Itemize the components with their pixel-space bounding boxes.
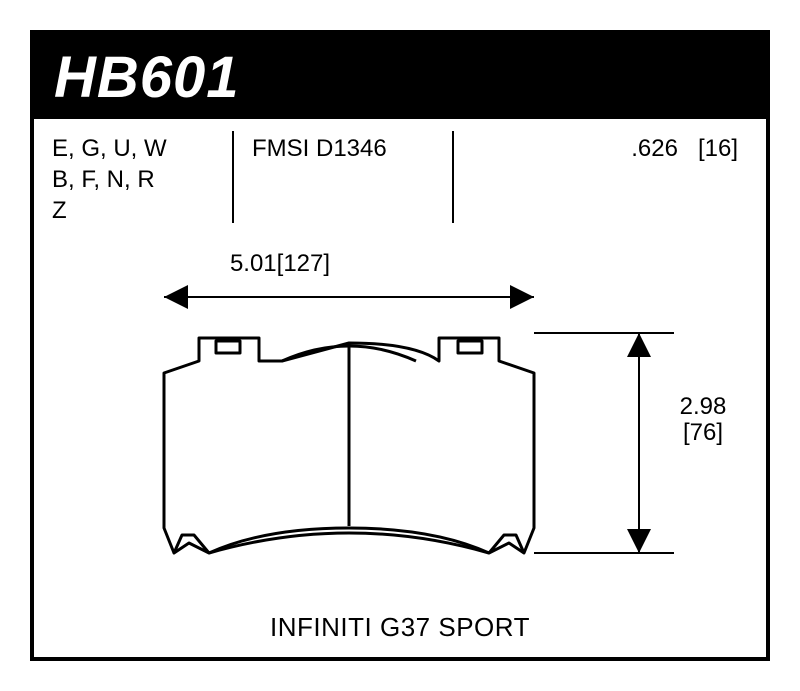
spec-fmsi-cell: FMSI D1346 [234, 119, 454, 219]
codes-line-2: B, F, N, R [52, 164, 216, 195]
header-bar: HB601 [30, 30, 770, 119]
spec-codes-cell: E, G, U, W B, F, N, R Z [34, 119, 234, 219]
brake-pad-outline [164, 338, 534, 553]
pad-right-hole [458, 341, 482, 353]
body-frame: E, G, U, W B, F, N, R Z FMSI D1346 .626 … [30, 119, 770, 661]
pad-left-hole [216, 341, 240, 353]
spec-row: E, G, U, W B, F, N, R Z FMSI D1346 .626 … [34, 119, 766, 219]
thickness-mm: [16] [698, 135, 738, 162]
part-number-title: HB601 [54, 44, 746, 111]
diagram-area: 5.01[127] 2.98 [76] [34, 219, 766, 657]
brake-pad-drawing [34, 219, 766, 657]
brake-pad-svg [34, 219, 766, 657]
spec-thickness-cell: .626 [16] [454, 119, 766, 219]
fmsi-value: FMSI D1346 [252, 133, 436, 164]
codes-line-1: E, G, U, W [52, 133, 216, 164]
page-container: HB601 E, G, U, W B, F, N, R Z FMSI D1346… [0, 0, 800, 691]
pad-bottom-arc [209, 533, 489, 553]
thickness-in: .626 [631, 135, 678, 162]
vehicle-label: INFINITI G37 SPORT [34, 612, 766, 643]
